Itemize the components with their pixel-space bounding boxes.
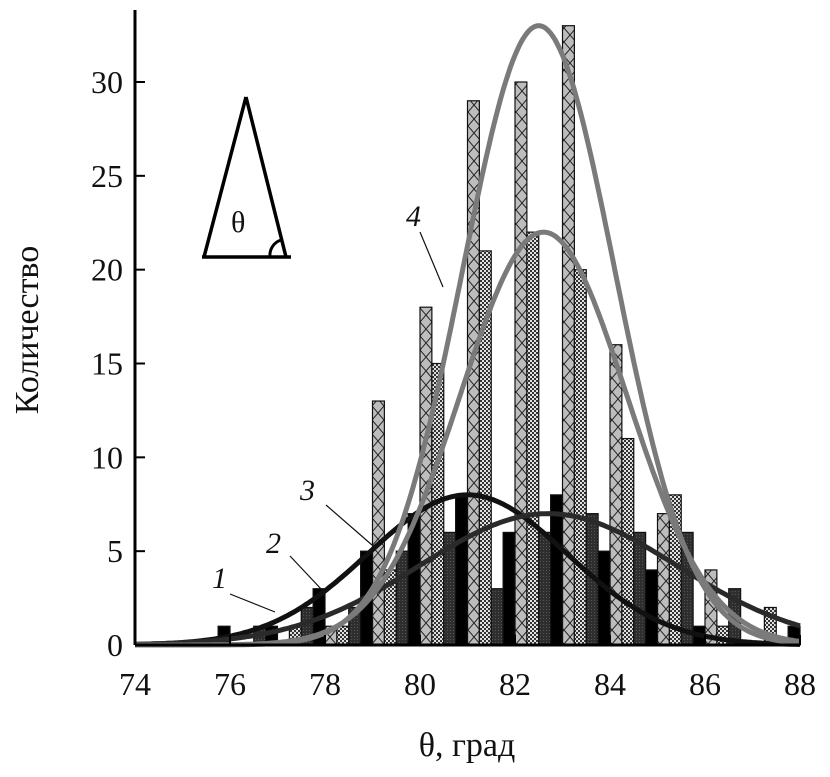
bar-series-2 (490, 588, 504, 646)
fit-curve-2 (134, 511, 801, 647)
leader-line-2 (289, 555, 323, 591)
y-tick-label: 5 (107, 533, 123, 569)
bar-series-3 (336, 625, 350, 646)
x-tick-label: 88 (784, 666, 816, 702)
x-tick-label: 84 (594, 666, 626, 702)
bars-group (217, 25, 801, 646)
curve-label-3: 3 (299, 474, 315, 507)
y-tick-label: 0 (107, 627, 123, 663)
bar-series-4 (371, 400, 385, 646)
x-tick-label: 86 (689, 666, 721, 702)
bar-series-4 (514, 81, 528, 646)
bar-series-3 (621, 437, 635, 646)
x-tick-label: 80 (404, 666, 436, 702)
curve-label-4: 4 (406, 200, 421, 233)
bar-series-1 (502, 531, 516, 646)
y-axis-label: Количество (9, 246, 46, 415)
fit-curve-1 (135, 492, 800, 647)
triangle-icon (202, 96, 291, 259)
bar-series-1 (550, 494, 564, 646)
curve-label-1: 1 (212, 562, 227, 595)
angle-arc (268, 238, 282, 258)
bar-series-2 (538, 531, 552, 646)
axes: 0 5 10 15 20 25 30 74 76 78 80 82 84 86 88 (91, 10, 816, 702)
bar-series-1 (645, 569, 659, 646)
bar-series-3 (526, 231, 540, 646)
x-tick-label: 74 (119, 666, 151, 702)
bar-series-1 (455, 494, 469, 646)
y-tick-label: 30 (91, 64, 123, 100)
bar-series-1 (597, 550, 611, 646)
angle-inset: θ (202, 96, 291, 259)
leader-line-4 (419, 231, 444, 288)
angle-symbol: θ (231, 206, 245, 239)
bar-series-2 (633, 531, 647, 646)
x-tick-label: 82 (499, 666, 531, 702)
y-tick-label: 10 (91, 439, 123, 475)
y-tick-label: 25 (91, 158, 123, 194)
leader-line-3 (325, 504, 373, 546)
bar-series-3 (573, 269, 587, 646)
y-tick-label: 20 (91, 252, 123, 288)
y-tick-label: 15 (91, 346, 123, 382)
x-axis-label: θ, град (419, 727, 516, 764)
bar-series-2 (395, 550, 409, 646)
x-tick-label: 78 (309, 666, 341, 702)
curve-label-2: 2 (266, 527, 281, 560)
x-tick-label: 76 (214, 666, 246, 702)
leader-line-1 (229, 593, 276, 613)
